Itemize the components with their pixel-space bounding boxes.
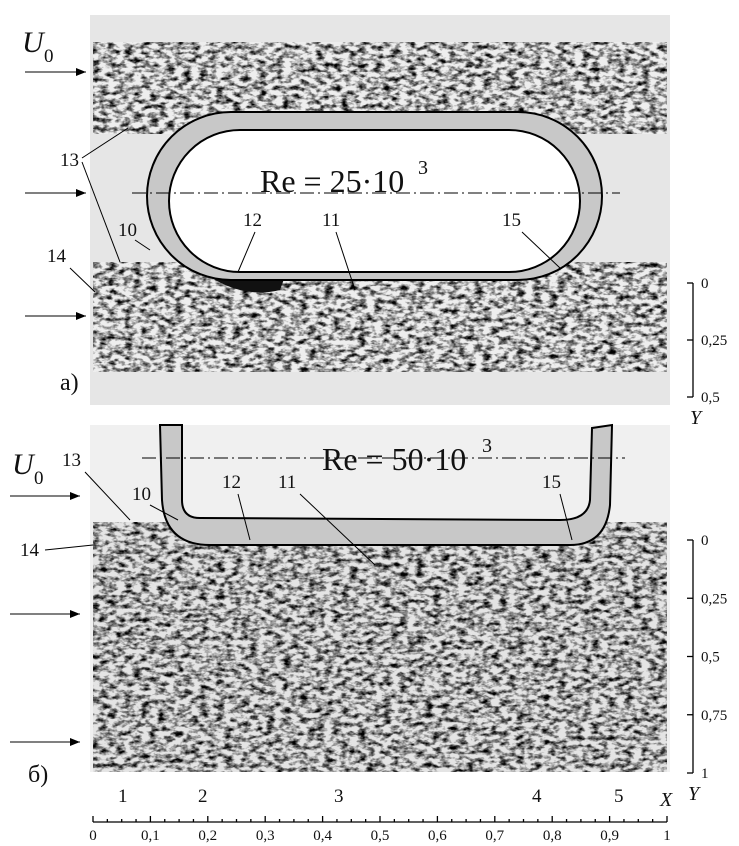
y-tick-label: 0: [701, 533, 709, 549]
arrows: [10, 72, 86, 742]
y-tick-label: 0,5: [701, 650, 720, 666]
x-tick-label: 0,1: [141, 828, 160, 844]
x-tick-label: 0,7: [485, 828, 504, 844]
x-tick-label: 0,8: [543, 828, 562, 844]
y-tick-label: 0: [701, 276, 709, 292]
reynolds-exponent: 3: [418, 157, 428, 179]
reynolds: Re = 25·10: [260, 163, 404, 199]
point-label: 3: [334, 786, 344, 807]
y-tick-label: 0,5: [701, 390, 720, 406]
panel-label: а): [60, 370, 79, 396]
body-a-inner: [169, 130, 580, 272]
callout: 12: [243, 210, 262, 231]
x-tick-label: 0,5: [371, 828, 390, 844]
callout: 11: [278, 472, 296, 493]
x-tick-label: 0,2: [198, 828, 217, 844]
inflow-symbol: U: [22, 26, 46, 59]
point-label: 2: [198, 786, 208, 807]
point-label: 5: [614, 786, 624, 807]
reynolds: Re = 50·10: [322, 441, 466, 477]
y-tick-label: 0,25: [701, 591, 727, 607]
callout: 10: [132, 484, 151, 505]
y-axis-label: Y: [690, 407, 703, 429]
callout: 12: [222, 472, 241, 493]
callout: 14: [47, 246, 67, 267]
callout: 13: [62, 450, 81, 471]
y-tick-label: 0,25: [701, 333, 727, 349]
x-tick-label: 0,3: [256, 828, 275, 844]
callout: 15: [502, 210, 521, 231]
y-tick-label: 1: [701, 766, 709, 782]
callout: 11: [322, 210, 340, 231]
x-tick-label: 0,6: [428, 828, 447, 844]
panel-label: б): [28, 762, 48, 788]
inflow-subscript: 0: [34, 468, 44, 489]
reynolds-exponent: 3: [482, 435, 492, 457]
x-tick-label: 1: [663, 828, 671, 844]
x-tick-label: 0,4: [313, 828, 332, 844]
x-tick-label: 0: [89, 828, 97, 844]
y-tick-label: 0,75: [701, 708, 727, 724]
callout: 10: [118, 220, 137, 241]
texture: [93, 522, 667, 772]
figure: U 0 U 0 Re = 25·10 3 Re = 50·10 3 а) б) …: [0, 0, 739, 846]
callout: 15: [542, 472, 561, 493]
callout: 13: [60, 150, 79, 171]
inflow-symbol: U: [12, 448, 36, 481]
x-tick-label: 0,9: [600, 828, 619, 844]
y-axis-label: Y: [688, 783, 701, 805]
inflow-subscript: 0: [44, 46, 54, 67]
leader-line: [45, 545, 93, 550]
point-label: 4: [532, 786, 542, 807]
point-label: 1: [118, 786, 128, 807]
x-axis-label: X: [659, 789, 673, 811]
callout: 14: [20, 540, 40, 561]
